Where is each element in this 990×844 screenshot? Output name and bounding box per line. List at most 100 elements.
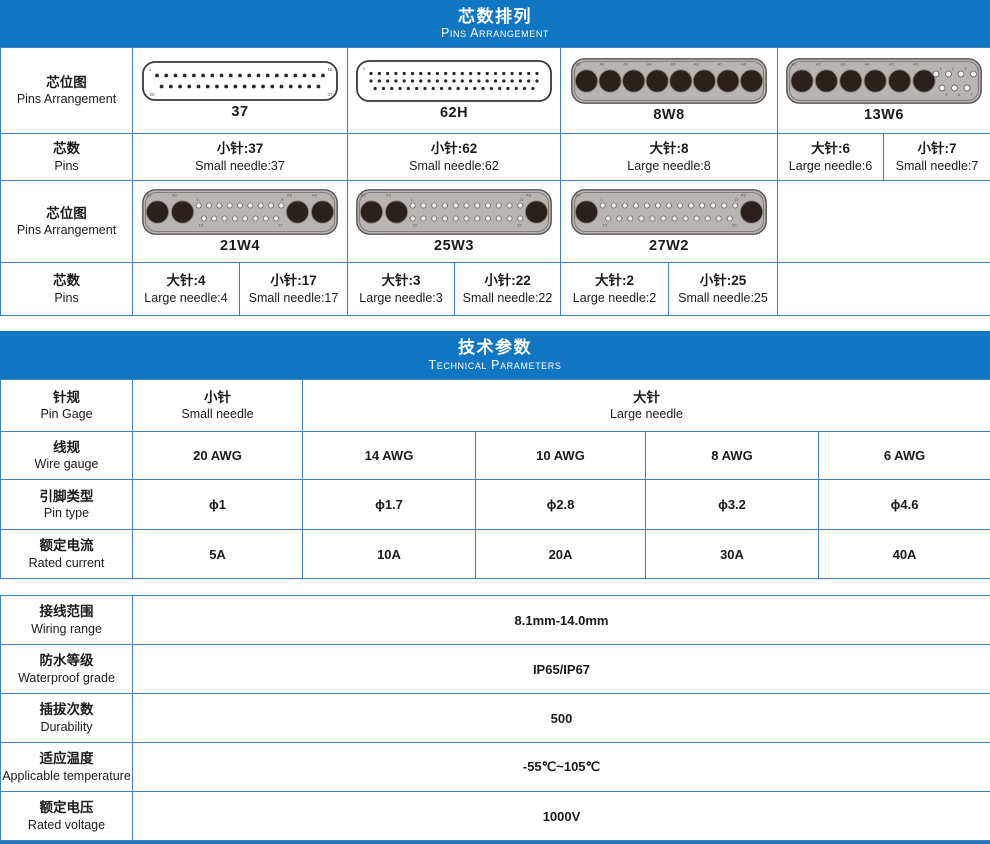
svg-text:A1: A1 xyxy=(792,62,798,67)
svg-text:A3: A3 xyxy=(287,193,293,198)
general-specs-table: 接线范围 Wiring range 8.1mm-14.0mm 防水等级 Wate… xyxy=(0,595,990,841)
svg-text:A5: A5 xyxy=(889,62,895,67)
small-needle-zh: 小针 xyxy=(133,389,302,407)
applicable-temperature-en: Applicable temperature xyxy=(1,768,132,784)
svg-text:20: 20 xyxy=(149,92,155,97)
durability-value: 500 xyxy=(133,694,990,743)
section-gap xyxy=(0,316,990,331)
wire-gauge-value: 20 AWG xyxy=(133,432,303,480)
durability-zh: 插拔次数 xyxy=(1,701,132,719)
svg-text:19: 19 xyxy=(327,67,333,72)
pins-25w3-large: 大针:3 Large needle:3 xyxy=(348,263,455,316)
small-needle-en: Small needle xyxy=(133,406,302,422)
rated-current-value: 20A xyxy=(476,530,646,579)
pin-type-value: ϕ2.8 xyxy=(476,480,646,530)
row-label-wire-gauge: 线规 Wire gauge xyxy=(1,432,133,480)
svg-text:A1: A1 xyxy=(576,62,582,67)
row-label-pins-arrangement: 芯位图 Pins Arrangement xyxy=(1,48,133,134)
pins-13w6-small-en: Small needle:7 xyxy=(884,158,990,174)
svg-text:A4: A4 xyxy=(647,62,653,67)
rated-voltage-en: Rated voltage xyxy=(1,817,132,833)
pin-gage-small-needle: 小针 Small needle xyxy=(133,380,303,432)
svg-text:A3: A3 xyxy=(623,62,629,67)
wire-gauge-row: 线规 Wire gauge 20 AWG 14 AWG 10 AWG 8 AWG… xyxy=(1,432,990,480)
row-label-rated-voltage: 额定电压 Rated voltage xyxy=(1,792,133,841)
technical-parameters-section: 技术参数 Technical Parameters 针规 Pin Gage 小针… xyxy=(0,331,990,579)
pins-62h-en: Small needle:62 xyxy=(348,158,560,174)
applicable-temperature-zh: 适应温度 xyxy=(1,750,132,768)
pins-27w2-large-zh: 大针:2 xyxy=(561,272,668,290)
pins-27w2-large-en: Large needle:2 xyxy=(561,290,668,306)
svg-text:A8: A8 xyxy=(741,62,747,67)
pin-type-value: ϕ3.2 xyxy=(646,480,819,530)
general-specs-section: 接线范围 Wiring range 8.1mm-14.0mm 防水等级 Wate… xyxy=(0,595,990,841)
row-label-pin-gage: 针规 Pin Gage xyxy=(1,380,133,432)
technical-parameters-title-zh: 技术参数 xyxy=(458,338,532,358)
pins-13w6-large-zh: 大针:6 xyxy=(778,140,883,158)
large-needle-en: Large needle xyxy=(303,406,990,422)
connector-27w2-name: 27W2 xyxy=(649,238,689,254)
rated-current-value: 40A xyxy=(819,530,990,579)
pins-27w2-large: 大针:2 Large needle:2 xyxy=(561,263,669,316)
pins-arrangement-title-en: Pins Arrangement xyxy=(441,26,549,40)
svg-text:A2: A2 xyxy=(741,193,747,198)
row-label-wiring-range: 接线范围 Wiring range xyxy=(1,596,133,645)
large-needle-zh: 大针 xyxy=(303,389,990,407)
pins-21w4-large-zh: 大针:4 xyxy=(133,272,239,290)
pin-gage-en: Pin Gage xyxy=(1,406,132,422)
pins-8w8-zh: 大针:8 xyxy=(561,140,777,158)
rated-current-value: 30A xyxy=(646,530,819,579)
empty-pins-cell xyxy=(778,263,990,316)
row-label-pins: 芯数 Pins xyxy=(1,263,133,316)
pin-gage-large-needle: 大针 Large needle xyxy=(303,380,990,432)
pin-type-value: ϕ1 xyxy=(133,480,303,530)
wire-gauge-zh: 线规 xyxy=(1,439,132,457)
svg-text:A6: A6 xyxy=(694,62,700,67)
svg-text:A3: A3 xyxy=(526,193,532,198)
pins-37-en: Small needle:37 xyxy=(133,158,347,174)
svg-text:37: 37 xyxy=(327,92,333,97)
svg-text:17: 17 xyxy=(278,223,283,228)
technical-parameters-header: 技术参数 Technical Parameters xyxy=(0,331,990,379)
svg-text:A2: A2 xyxy=(172,193,178,198)
rated-voltage-value: 1000V xyxy=(133,792,990,841)
pins-27w2-small-en: Small needle:25 xyxy=(669,290,777,306)
applicable-temperature-row: 适应温度 Applicable temperature -55℃~105℃ xyxy=(1,743,990,792)
svg-text:A1: A1 xyxy=(576,193,582,198)
wire-gauge-en: Wire gauge xyxy=(1,456,132,472)
connector-13w6-name: 13W6 xyxy=(864,107,904,123)
row-label-en: Pins Arrangement xyxy=(1,91,132,107)
technical-parameters-title-en: Technical Parameters xyxy=(429,358,562,372)
pins-arrangement-section: 芯数排列 Pins Arrangement 芯位图 Pins Arrangeme… xyxy=(0,0,990,316)
pin-type-value: ϕ4.6 xyxy=(819,480,990,530)
row-label-zh: 芯位图 xyxy=(1,74,132,92)
connector-62h-diagram: 1 xyxy=(356,60,552,102)
svg-text:A2: A2 xyxy=(816,62,822,67)
svg-text:A7: A7 xyxy=(717,62,723,67)
row-label-en: Pins xyxy=(1,158,132,174)
wire-gauge-value: 14 AWG xyxy=(303,432,476,480)
row-label-zh: 芯数 xyxy=(1,272,132,290)
pins-25w3-large-zh: 大针:3 xyxy=(348,272,454,290)
svg-text:22: 22 xyxy=(517,223,522,228)
pins-27w2-small: 小针:25 Small needle:25 xyxy=(669,263,778,316)
rated-current-en: Rated current xyxy=(1,555,132,571)
wiring-range-en: Wiring range xyxy=(1,621,132,637)
pins-21w4-large-en: Large needle:4 xyxy=(133,290,239,306)
durability-row: 插拔次数 Durability 500 xyxy=(1,694,990,743)
pins-62h-zh: 小针:62 xyxy=(348,140,560,158)
svg-text:25: 25 xyxy=(732,223,737,228)
connector-8w8-name: 8W8 xyxy=(653,107,684,123)
